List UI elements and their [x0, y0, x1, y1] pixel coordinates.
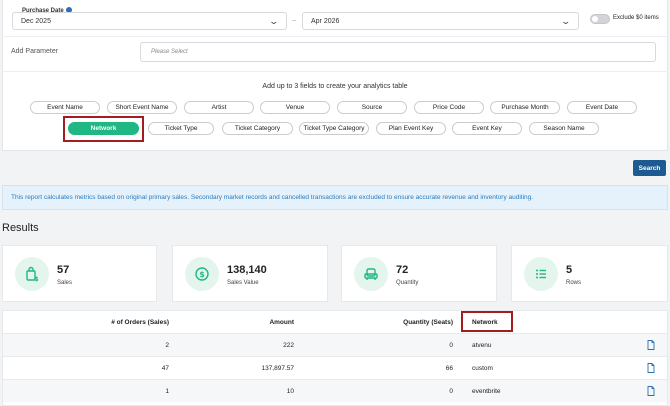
- date-from-select[interactable]: Dec 2025 ⌄: [12, 12, 287, 30]
- stat-card-sales: $ 57 Sales: [2, 245, 157, 302]
- bag-dollar-icon: $: [15, 257, 49, 291]
- stat-label-sales-value: Sales Value: [227, 280, 259, 286]
- stat-value-quantity: 72: [396, 264, 409, 276]
- divider: [2, 71, 668, 72]
- stat-label-quantity: Quantity: [396, 280, 419, 286]
- chip-price-code[interactable]: Price Code: [414, 101, 484, 114]
- chevron-down-icon: ⌄: [268, 15, 280, 26]
- info-icon[interactable]: [65, 7, 72, 13]
- chip-source[interactable]: Source: [337, 101, 407, 114]
- stat-label-rows: Rows: [566, 280, 582, 286]
- dollar-circle-icon: $: [185, 257, 219, 291]
- stat-value-sales: 57: [57, 264, 70, 276]
- cell-network: custom: [472, 365, 493, 372]
- chip-artist[interactable]: Artist: [184, 101, 254, 114]
- results-title: Results: [2, 222, 39, 234]
- purchase-date-label: Purchase Date: [22, 7, 72, 14]
- network-column-highlight: [461, 311, 513, 332]
- cell-network: atvenu: [472, 342, 492, 349]
- cell-orders: 2: [165, 342, 169, 349]
- cell-orders: 1: [165, 388, 169, 395]
- add-parameter-label: Add Parameter: [11, 48, 59, 55]
- exclude-zero-toggle[interactable]: [590, 14, 610, 24]
- chip-purchase-month[interactable]: Purchase Month: [490, 101, 560, 114]
- date-to-value: Apr 2026: [311, 17, 340, 25]
- chevron-down-icon: ⌄: [560, 15, 572, 26]
- date-to-select[interactable]: Apr 2026 ⌄: [302, 12, 579, 30]
- notice-text: This report calculates metrics based on …: [11, 194, 534, 201]
- date-from-value: Dec 2025: [21, 17, 51, 25]
- chip-event-key[interactable]: Event Key: [452, 122, 522, 135]
- svg-text:$: $: [199, 270, 205, 279]
- stat-card-rows: 5 Rows: [511, 245, 668, 302]
- document-icon[interactable]: [647, 386, 655, 396]
- add-parameter-select[interactable]: Please Select: [140, 42, 656, 62]
- stat-value-sales-value: 138,140: [227, 264, 267, 276]
- cell-quantity: 66: [445, 365, 453, 372]
- chip-event-name[interactable]: Event Name: [30, 101, 100, 114]
- info-notice: This report calculates metrics based on …: [2, 185, 668, 210]
- stat-value-rows: 5: [566, 264, 573, 276]
- chip-ticket-type-category[interactable]: Ticket Type Category: [299, 122, 369, 135]
- chip-event-date[interactable]: Event Date: [567, 101, 637, 114]
- chip-ticket-type[interactable]: Ticket Type: [148, 122, 214, 135]
- cell-network: eventbrite: [472, 388, 501, 395]
- exclude-zero-label: Exclude $0 items: [613, 15, 659, 21]
- chip-plan-event-key[interactable]: Plan Event Key: [376, 122, 446, 135]
- chip-ticket-category[interactable]: Ticket Category: [222, 122, 293, 135]
- list-icon: [524, 257, 558, 291]
- column-header-quantity[interactable]: Quantity (Seats): [403, 319, 453, 326]
- column-header-orders[interactable]: # of Orders (Sales): [111, 319, 169, 326]
- stat-label-sales: Sales: [57, 280, 73, 286]
- document-icon[interactable]: [647, 340, 655, 350]
- cell-amount: 10: [286, 388, 294, 395]
- network-chip-highlight: [63, 116, 144, 142]
- stat-card-quantity: 72 Quantity: [341, 245, 497, 302]
- svg-text:$: $: [35, 276, 39, 282]
- cell-amount: 137,897.57: [261, 365, 294, 372]
- fields-hint: Add up to 3 fields to create your analyt…: [262, 83, 408, 90]
- divider: [2, 36, 668, 37]
- cell-quantity: 0: [449, 388, 453, 395]
- seat-icon: [354, 257, 388, 291]
- table-row: 2 222 0 atvenu: [3, 333, 667, 356]
- cell-orders: 47: [161, 365, 169, 372]
- stat-card-sales-value: $ 138,140 Sales Value: [172, 245, 328, 302]
- table-row: 1 10 0 eventbrite: [3, 379, 667, 402]
- cell-quantity: 0: [449, 342, 453, 349]
- cell-amount: 222: [283, 342, 294, 349]
- add-parameter-placeholder: Please Select: [151, 49, 188, 55]
- search-button[interactable]: Search: [633, 160, 666, 176]
- chip-short-event-name[interactable]: Short Event Name: [107, 101, 177, 114]
- column-header-network[interactable]: Network: [472, 319, 498, 326]
- chip-venue[interactable]: Venue: [260, 101, 330, 114]
- chip-network[interactable]: Network: [68, 122, 139, 135]
- results-table: # of Orders (Sales) Amount Quantity (Sea…: [2, 310, 668, 406]
- column-header-amount[interactable]: Amount: [269, 319, 294, 326]
- chip-season-name[interactable]: Season Name: [529, 122, 599, 135]
- document-icon[interactable]: [647, 363, 655, 373]
- table-row: 47 137,897.57 66 custom: [3, 356, 667, 379]
- date-range-separator: –: [292, 17, 296, 24]
